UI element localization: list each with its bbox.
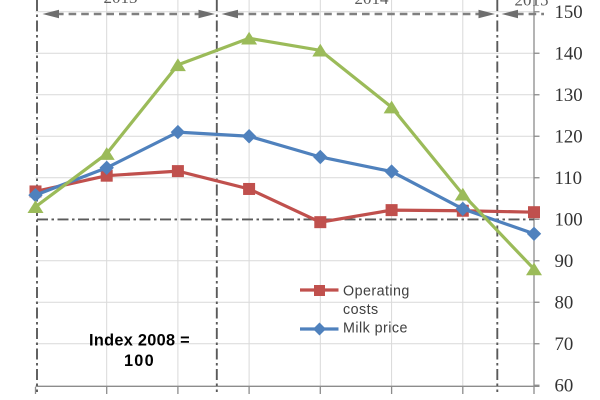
svg-text:130: 130	[555, 85, 583, 106]
svg-text:2014: 2014	[355, 0, 390, 8]
svg-text:150: 150	[555, 2, 583, 23]
svg-text:2013: 2013	[104, 0, 138, 7]
svg-text:110: 110	[555, 168, 582, 189]
svg-text:120: 120	[555, 126, 583, 147]
svg-text:140: 140	[555, 43, 583, 64]
svg-text:80: 80	[555, 292, 574, 313]
svg-text:70: 70	[555, 334, 574, 355]
svg-text:Operating: Operating	[343, 283, 410, 299]
svg-text:90: 90	[555, 251, 574, 272]
svg-text:2015: 2015	[515, 0, 549, 10]
svg-text:costs: costs	[343, 302, 379, 318]
svg-text:100: 100	[555, 209, 583, 230]
svg-text:60: 60	[555, 375, 574, 396]
svg-text:100: 100	[124, 352, 155, 370]
svg-text:Index 2008 =: Index 2008 =	[89, 332, 190, 350]
svg-text:Milk price: Milk price	[343, 321, 408, 337]
